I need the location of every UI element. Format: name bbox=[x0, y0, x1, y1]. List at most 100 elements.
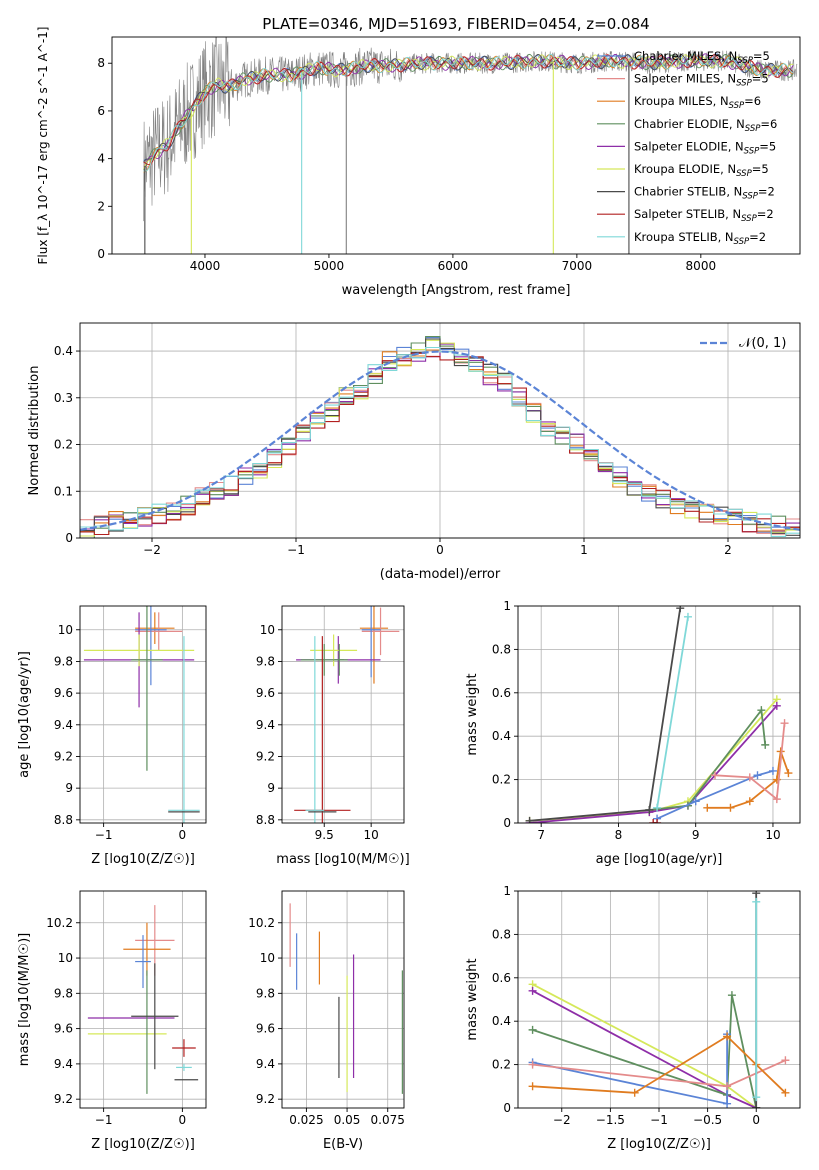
weight-marker bbox=[745, 797, 754, 806]
y-tick-label: 9 bbox=[65, 781, 73, 795]
axes-frame bbox=[517, 605, 801, 824]
y-tick-label: 2 bbox=[97, 199, 105, 213]
x-axis-label: Z [log10(Z/Z☉)] bbox=[91, 852, 195, 867]
y-tick-label: 9.4 bbox=[54, 1057, 73, 1071]
x-axis-label: mass [log10(M/M☉)] bbox=[276, 852, 409, 867]
y-tick-label: 0.8 bbox=[492, 927, 511, 941]
y-tick-label: 9 bbox=[267, 781, 275, 795]
x-tick-label: 5000 bbox=[314, 259, 345, 273]
y-tick-label: 0 bbox=[97, 247, 105, 261]
y-tick-label: 0 bbox=[503, 816, 511, 830]
y-tick-label: 9.6 bbox=[256, 686, 275, 700]
data-point bbox=[123, 922, 171, 976]
y-tick-label: 0.4 bbox=[492, 729, 511, 743]
x-axis-label: (data-model)/error bbox=[380, 567, 501, 582]
y-axis-label: mass weight bbox=[465, 673, 480, 755]
y-tick-label: 1 bbox=[503, 599, 511, 613]
y-axis-label: age [log10(age/yr)] bbox=[17, 651, 32, 778]
legend-entry: Chabrier STELIB, NSSP=2 bbox=[634, 185, 775, 202]
plot-area bbox=[80, 336, 800, 538]
y-tick-label: 10 bbox=[260, 623, 275, 637]
gridlines bbox=[282, 891, 404, 1108]
weight-marker bbox=[781, 1056, 790, 1065]
weight-marker bbox=[645, 805, 654, 814]
data-point bbox=[83, 634, 195, 667]
x-axis-label: E(B-V) bbox=[323, 1137, 363, 1152]
weight-marker bbox=[768, 766, 777, 775]
y-tick-label: 0.2 bbox=[492, 773, 511, 787]
x-tick-label: 4000 bbox=[190, 259, 221, 273]
plot-area bbox=[87, 905, 199, 1094]
weight-line bbox=[656, 616, 689, 808]
y-tick-label: 8 bbox=[97, 56, 105, 70]
panel-mass-vs-Z: −1 0 9.2 9.4 9.6 9.8 10 10.2 Z [log10(Z/Z☉)] mass… bbox=[17, 890, 207, 1152]
data-point bbox=[135, 612, 175, 645]
y-tick-label: 1 bbox=[503, 884, 511, 898]
chart-title: PLATE=0346, MJD=51693, FIBERID=0454, z=0… bbox=[262, 15, 649, 33]
weight-marker bbox=[653, 819, 662, 823]
legend-entry: Salpeter ELODIE, NSSP=5 bbox=[634, 139, 776, 156]
legend-entry: Chabrier MILES, NSSP=5 bbox=[634, 49, 770, 66]
weight-line bbox=[529, 698, 778, 822]
weight-marker bbox=[723, 1032, 732, 1041]
weight-marker bbox=[780, 719, 789, 728]
weight-marker bbox=[528, 986, 537, 995]
weight-line bbox=[532, 983, 757, 1108]
legend-entry: Salpeter MILES, NSSP=5 bbox=[634, 72, 769, 89]
weight-marker bbox=[653, 803, 662, 812]
y-tick-label: 0.4 bbox=[54, 344, 73, 358]
x-tick-label: −2 bbox=[143, 543, 161, 557]
y-tick-label: 10.2 bbox=[248, 916, 275, 930]
y-tick-label: 9.6 bbox=[54, 686, 73, 700]
y-tick-label: 9.2 bbox=[54, 1092, 73, 1106]
y-tick-label: 6 bbox=[97, 104, 105, 118]
legend-entry: Kroupa ELODIE, NSSP=5 bbox=[634, 162, 769, 179]
weight-marker bbox=[711, 771, 720, 780]
residual-histogram bbox=[80, 352, 800, 536]
gridlines bbox=[282, 606, 404, 823]
weight-marker bbox=[723, 1082, 732, 1091]
model-spectrum bbox=[143, 54, 794, 166]
weight-marker bbox=[772, 701, 781, 710]
weight-line bbox=[714, 723, 786, 801]
y-tick-label: 0.2 bbox=[54, 438, 73, 452]
x-tick-label: 0.075 bbox=[371, 1113, 405, 1127]
y-tick-label: 0.3 bbox=[54, 391, 73, 405]
weight-marker bbox=[528, 1060, 537, 1069]
y-axis-label: mass [log10(M/M☉)] bbox=[17, 933, 32, 1066]
weight-marker bbox=[761, 740, 770, 749]
legend-entry: Kroupa MILES, NSSP=6 bbox=[634, 94, 761, 111]
x-tick-label: −2 bbox=[553, 1113, 571, 1127]
x-tick-label: 8000 bbox=[686, 259, 717, 273]
model-spectrum bbox=[143, 53, 794, 163]
y-tick-label: 0.6 bbox=[492, 686, 511, 700]
panel-weight-vs-Z: −2 −1.5 −1 −0.5 0 0 0.2 0.4 0.6 0.8 1 Z [log10(Z/Z☉… bbox=[465, 884, 801, 1152]
data-point bbox=[359, 606, 389, 684]
data-point bbox=[361, 607, 400, 656]
weight-marker bbox=[525, 816, 534, 823]
weight-marker bbox=[752, 897, 761, 906]
data-point bbox=[135, 935, 151, 989]
legend-entry: Chabrier ELODIE, NSSP=6 bbox=[634, 117, 777, 134]
weight-marker bbox=[726, 803, 735, 812]
axes-frame bbox=[281, 890, 405, 1109]
weight-marker bbox=[727, 991, 736, 1000]
data-point bbox=[310, 634, 358, 667]
data-point bbox=[131, 606, 163, 771]
panel-residuals: −2 −1 0 1 2 0 0.1 0.2 0.3 0.4 (data-model)/error No… bbox=[27, 322, 801, 582]
weight-marker bbox=[745, 773, 754, 782]
x-tick-label: 10 bbox=[765, 828, 780, 842]
weight-marker bbox=[784, 769, 793, 778]
y-tick-label: 0.4 bbox=[492, 1014, 511, 1028]
weight-marker bbox=[676, 606, 685, 613]
weight-marker bbox=[752, 1104, 761, 1108]
data-point bbox=[135, 612, 183, 651]
weight-marker bbox=[753, 771, 762, 780]
x-tick-label: −0.5 bbox=[693, 1113, 722, 1127]
x-tick-label: −1 bbox=[287, 543, 305, 557]
y-tick-label: 0.6 bbox=[492, 971, 511, 985]
y-tick-label: 9.2 bbox=[256, 1092, 275, 1106]
gridlines bbox=[80, 891, 206, 1108]
weight-marker bbox=[528, 1082, 537, 1091]
